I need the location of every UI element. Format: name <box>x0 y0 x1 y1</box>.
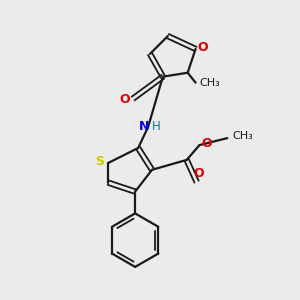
Text: N: N <box>139 120 149 133</box>
Text: O: O <box>193 167 204 180</box>
Text: O: O <box>197 41 208 55</box>
Text: O: O <box>201 136 212 150</box>
Text: S: S <box>95 155 104 168</box>
Text: H: H <box>152 120 160 133</box>
Text: CH₃: CH₃ <box>233 131 254 141</box>
Text: CH₃: CH₃ <box>199 78 220 88</box>
Text: O: O <box>119 93 130 106</box>
